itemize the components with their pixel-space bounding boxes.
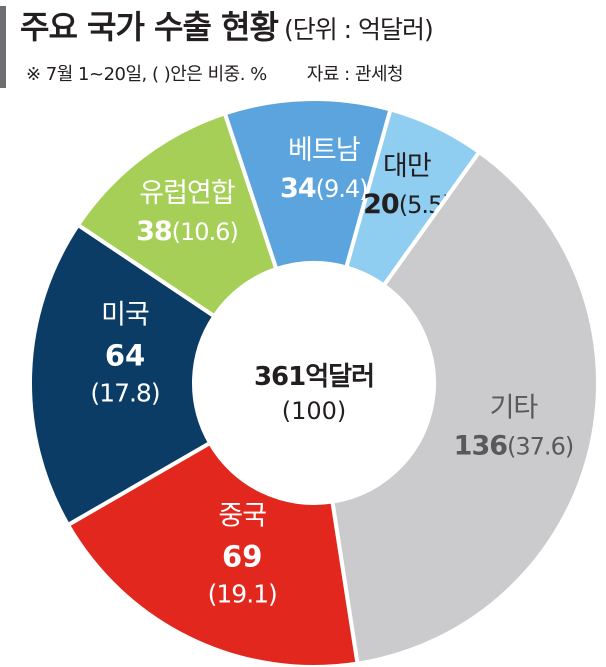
slice-value-share-label: 136(37.6) xyxy=(454,430,574,461)
slice-label-3: 베트남 34(9.4) xyxy=(280,135,368,204)
slice-value-label: 64 xyxy=(105,338,145,372)
slice-label-6: 중국 69 (19.1) xyxy=(208,500,278,608)
slice-name-label: 베트남 xyxy=(288,135,360,166)
title-accent-bar xyxy=(0,6,6,88)
chart-note: ※ 7월 1~20일, ( )안은 비중. % 자료 : 관세청 xyxy=(26,60,404,86)
slice-share-label: (17.8) xyxy=(90,378,159,407)
donut-slice-5 xyxy=(330,149,600,666)
slice-label-5: 기타 136(37.6) xyxy=(454,392,575,461)
donut-slice-1 xyxy=(28,222,217,527)
slice-name-label: 대만 xyxy=(383,151,431,182)
slice-value-label: 69 xyxy=(222,539,262,573)
slice-share-label: (19.1) xyxy=(208,579,277,608)
slice-value-share-label: 38(10.6) xyxy=(136,216,238,247)
unit-label: (단위 : 억달러) xyxy=(283,15,434,44)
slice-label-2: 유럽연합 38(10.6) xyxy=(136,178,239,247)
slice-name-label: 미국 xyxy=(101,299,149,330)
slice-name-label: 기타 xyxy=(490,392,539,423)
donut-slice-2 xyxy=(76,111,279,319)
slice-name-label: 유럽연합 xyxy=(139,178,235,209)
note-text: ※ 7월 1~20일, ( )안은 비중. % xyxy=(26,64,267,85)
slice-label-1: 미국 64 (17.8) xyxy=(90,299,160,407)
source-label: 자료 : 관세청 xyxy=(306,64,404,85)
center-share-label: (100) xyxy=(282,397,347,425)
slice-name-label: 중국 xyxy=(218,500,266,531)
title-text: 주요 국가 수출 현황 xyxy=(20,8,279,46)
center-total-label: 361억달러 xyxy=(254,362,374,392)
slice-value-share-label: 34(9.4) xyxy=(280,173,367,204)
chart-title: 주요 국가 수출 현황 (단위 : 억달러) xyxy=(20,2,434,48)
donut-slice-6 xyxy=(66,441,360,667)
